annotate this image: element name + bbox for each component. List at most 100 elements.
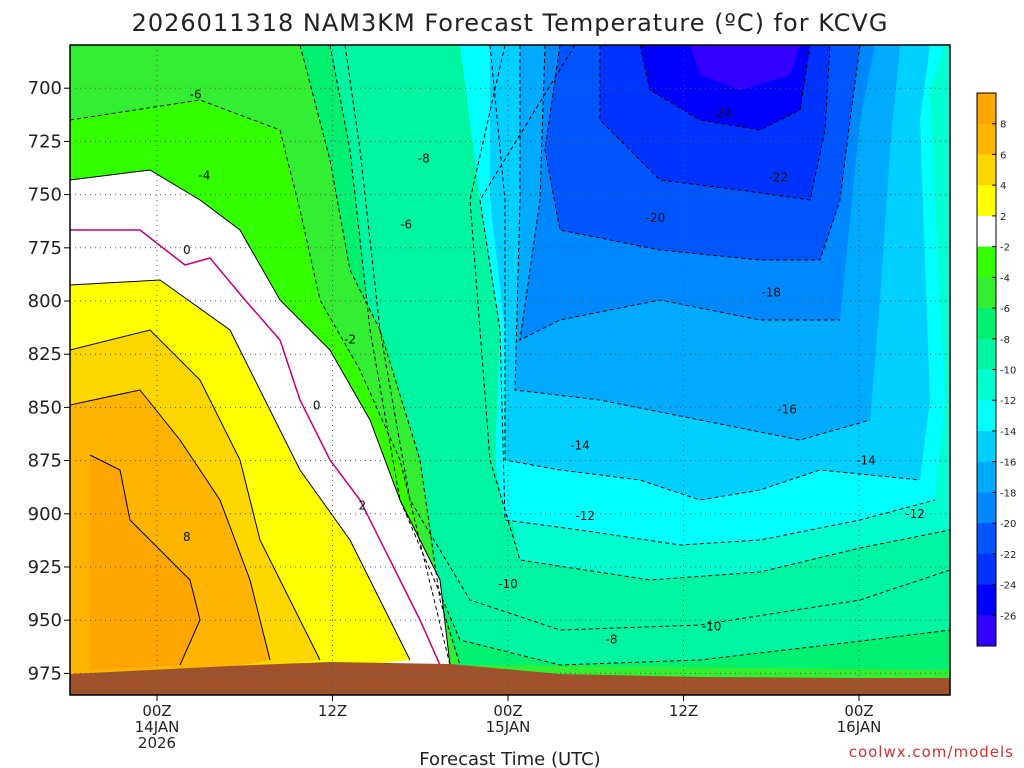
contour-line-plus2 (70, 279, 411, 661)
contour-line-plus8 (89, 454, 201, 666)
colorbar-band (977, 185, 996, 217)
colorbar-label: 6 (1000, 150, 1006, 161)
colorbar-band (977, 369, 996, 401)
colorbar-band (977, 523, 996, 555)
colorbar-band (977, 277, 996, 309)
contour-label: -10 (702, 620, 722, 634)
temperature-fill (70, 45, 950, 695)
colorbar-band (977, 430, 996, 463)
colorbar-band (977, 492, 996, 524)
contour-label: -6 (190, 88, 202, 102)
y-tick-label: 975 (28, 663, 62, 684)
colorbar-band (977, 338, 996, 370)
colorbar-label: 8 (1000, 120, 1006, 131)
colorbar-label: -20 (1000, 519, 1016, 530)
y-tick-label: 950 (28, 610, 62, 631)
contour-line-minus16 (489, 45, 921, 501)
contour-line-zero (70, 229, 441, 666)
contour-label: 8 (183, 530, 191, 544)
x-tick-label: 16JAN (837, 718, 882, 736)
contour-label: -12 (575, 509, 595, 523)
contour-line-minus20 (519, 45, 840, 341)
contour-line-minus14 (479, 45, 936, 546)
contour-label: 0 (183, 243, 191, 257)
colorbar-band (977, 123, 996, 155)
credit-text: coolwx.com/models (849, 743, 1014, 761)
contour-line-minus18 (514, 45, 871, 441)
colorbar-band (977, 246, 996, 278)
contour-line-minus22 (544, 45, 861, 261)
y-tick-label: 800 (28, 291, 62, 312)
chart-title: 2026011318 NAM3KM Forecast Temperature (… (132, 9, 889, 37)
x-tick-label: 00Z (493, 702, 522, 720)
colorbar-band (977, 154, 996, 186)
x-tick-label: 14JAN (135, 718, 180, 736)
x-axis-title: Forecast Time (UTC) (419, 749, 600, 768)
colorbar-label: -6 (1000, 304, 1010, 315)
y-tick-label: 875 (28, 451, 62, 472)
x-tick-label: 12Z (669, 702, 698, 720)
contour-label: -2 (344, 332, 356, 346)
colorbar-band (977, 308, 996, 340)
y-tick-label: 825 (28, 344, 62, 365)
contour-label: 0 (313, 398, 321, 412)
contour-label: 2 (359, 498, 367, 512)
colorbar-label: -24 (1000, 581, 1016, 592)
contour-label: -22 (768, 171, 788, 185)
contour-label: -6 (400, 217, 412, 231)
colorbar-label: -22 (1000, 550, 1016, 561)
colorbar-band (977, 584, 996, 616)
colorbar-band (977, 93, 996, 125)
colorbar-band (977, 615, 996, 647)
plot-frame (69, 44, 951, 696)
contour-line-minus24 (599, 45, 831, 201)
contour-label: -8 (606, 632, 618, 646)
colorbar-label: -14 (1000, 427, 1016, 438)
contour-label: -8 (418, 151, 430, 165)
ground-fill (70, 662, 950, 695)
x-tick-label: 15JAN (486, 718, 531, 736)
x-tick-label: 00Z (844, 702, 873, 720)
colorbar-label: -18 (1000, 488, 1016, 499)
x-tick-label: 2026 (138, 734, 176, 752)
colorbar-band (977, 400, 996, 432)
y-tick-label: 925 (28, 557, 62, 578)
contour-label: -14 (570, 439, 590, 453)
contour-label: -24 (712, 107, 732, 121)
y-tick-label: 775 (28, 238, 62, 259)
y-tick-label: 700 (28, 78, 62, 99)
contour-label: -20 (646, 211, 666, 225)
y-axis: 700 725 750 775 800 825 850 875 900 925 950 975 (28, 78, 70, 684)
colorbar-label: -4 (1000, 273, 1010, 284)
colorbar: 8 6 4 2 -2 -4 -6 -8 -10 -12 -14 -16 -18 -20 -22 -24 -26 (976, 92, 1016, 647)
colorbar-label: -2 (1000, 243, 1010, 254)
contour-label: -14 (856, 454, 876, 468)
y-tick-label: 725 (28, 131, 62, 152)
colorbar-label: 4 (1000, 181, 1006, 192)
contour-line-minus8 (329, 45, 950, 666)
contour-label: -18 (761, 285, 781, 299)
colorbar-label: -12 (1000, 396, 1016, 407)
contour-lines (70, 45, 950, 666)
contour-label: -10 (498, 577, 518, 591)
x-tick-label: 12Z (318, 702, 347, 720)
colorbar-band (977, 215, 996, 248)
contour-line-plus4 (70, 329, 321, 661)
contour-line-minus12 (469, 45, 950, 581)
y-tick-label: 900 (28, 504, 62, 525)
contour-label: -12 (905, 507, 925, 521)
contour-line-minus26 (639, 45, 811, 131)
x-tick-label: 00Z (142, 702, 171, 720)
colorbar-label: -10 (1000, 366, 1016, 377)
band-fill-plus8 (90, 455, 200, 670)
band-fill-minus28 (690, 45, 800, 90)
contour-label: -4 (198, 168, 210, 182)
colorbar-band (977, 553, 996, 586)
colorbar-label: -16 (1000, 458, 1016, 469)
contour-line-minus10 (344, 45, 950, 631)
contour-line-minus4 (70, 99, 451, 666)
colorbar-label: -8 (1000, 335, 1010, 346)
